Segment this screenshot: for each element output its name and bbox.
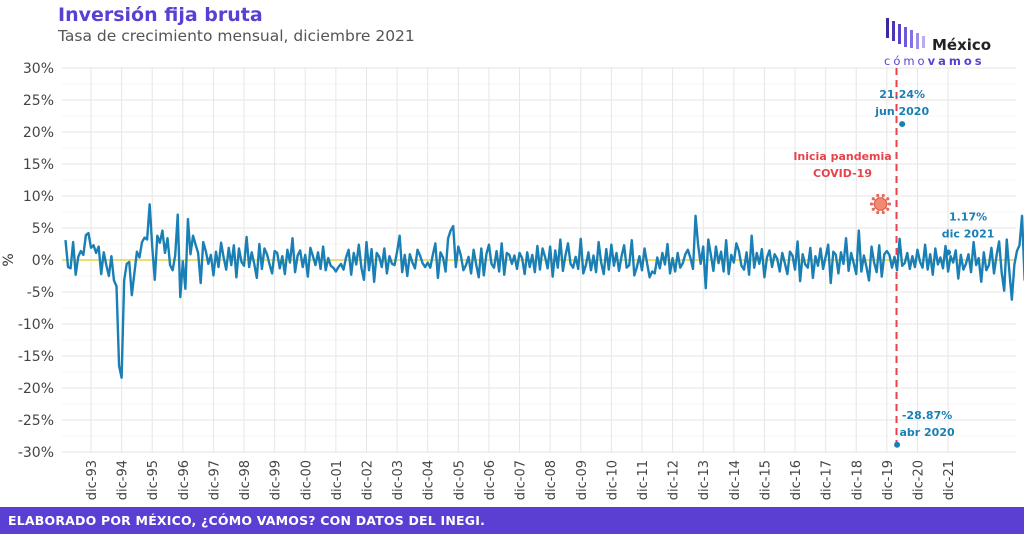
y-axis-ticks: 30% 25% 20% 15% 10% 5% 0% -5% -10% -15% -20% -25% -3…	[18, 61, 54, 461]
footer-credit: ELABORADO POR MÉXICO, ¿CÓMO VAMOS? CON D…	[8, 513, 486, 528]
x-tick-label: dic-18	[850, 460, 865, 500]
annotation-date: jun 2020	[874, 105, 929, 118]
x-tick-label: dic-93	[85, 460, 100, 500]
x-tick-label: dic-11	[636, 460, 651, 500]
footer-bar: ELABORADO POR MÉXICO, ¿CÓMO VAMOS? CON D…	[0, 507, 1024, 534]
x-tick-label: dic-10	[605, 460, 620, 500]
logo-sub-b: vamos	[927, 54, 985, 68]
x-tick-label: dic-99	[269, 460, 284, 500]
covid-label-line2: COVID-19	[813, 167, 872, 180]
logo-bars-icon	[886, 18, 925, 49]
x-tick-label: dic-21	[942, 460, 957, 500]
logo-subtitle: cómovamos	[884, 54, 985, 68]
annotated-points	[894, 121, 952, 448]
y-tick-label: 5%	[32, 221, 54, 237]
annotation-value: 1.17%	[949, 211, 987, 224]
x-tick-label: dic-08	[544, 460, 559, 500]
x-tick-label: dic-19	[881, 460, 896, 500]
y-tick-label: -20%	[18, 381, 54, 397]
x-tick-label: dic-98	[238, 460, 253, 500]
y-tick-label: 15%	[23, 157, 54, 173]
annotations: 21.24% jun 2020 -28.87% abr 2020 1.17% dic 20…	[793, 88, 994, 439]
annotation-date: abr 2020	[899, 426, 955, 439]
y-tick-label: 10%	[23, 189, 54, 205]
x-tick-label: dic-97	[207, 460, 222, 500]
virus-spike-tip	[876, 193, 880, 198]
virus-spike-tip	[881, 210, 885, 215]
virus-spike-tip	[869, 202, 874, 206]
y-tick-label: -5%	[27, 285, 54, 301]
mexico-como-vamos-logo: México cómovamos	[880, 14, 1010, 68]
x-axis-ticks: dic-93 dic-94 dic-95 dic-96 dic-97 dic-98 dic-…	[85, 460, 957, 500]
virus-spike-tip	[876, 210, 880, 215]
annotated-point	[899, 121, 906, 128]
x-tick-label: dic-94	[116, 460, 131, 500]
x-tick-label: dic-15	[758, 460, 773, 500]
x-tick-label: dic-07	[514, 460, 529, 500]
chart-title: Inversión fija bruta	[58, 4, 263, 26]
x-tick-label: dic-02	[360, 460, 375, 500]
y-tick-label: 20%	[23, 125, 54, 141]
virus-spike-tip	[871, 197, 875, 201]
virus-spike-tip	[871, 207, 875, 211]
x-tick-label: dic-95	[146, 460, 161, 500]
annotated-point	[945, 249, 952, 256]
virus-body	[873, 197, 888, 211]
x-tick-label: dic-03	[391, 460, 406, 500]
virus-spike-tip	[886, 207, 890, 211]
series-line	[64, 203, 1024, 379]
x-tick-label: dic-17	[820, 460, 835, 500]
logo-wordmark: México	[932, 36, 992, 54]
annotated-point	[894, 441, 901, 448]
x-tick-label: dic-00	[299, 460, 314, 500]
x-tick-label: dic-04	[422, 460, 437, 500]
y-tick-label: 0%	[32, 253, 54, 269]
annotation-value: 21.24%	[879, 88, 925, 101]
chart-subtitle: Tasa de crecimiento mensual, diciembre 2…	[58, 27, 415, 45]
x-tick-label: dic-09	[575, 460, 590, 500]
x-tick-label: dic-20	[911, 460, 926, 500]
y-tick-label: -30%	[18, 445, 54, 461]
y-tick-label: -25%	[18, 413, 54, 429]
x-tick-label: dic-01	[330, 460, 345, 500]
y-tick-label: 25%	[23, 93, 54, 109]
covid-label-line1: Inicia pandemia	[793, 150, 891, 163]
virus-spike-tip	[887, 202, 892, 206]
virus-spike-tip	[881, 193, 885, 198]
x-tick-label: dic-16	[789, 460, 804, 500]
x-tick-label: dic-06	[483, 460, 498, 500]
y-axis-label: %	[1, 253, 17, 266]
virus-icon	[869, 193, 892, 215]
x-tick-label: dic-14	[728, 460, 743, 500]
annotation-date: dic 2021	[942, 228, 995, 241]
annotation-value: -28.87%	[902, 409, 952, 422]
x-tick-label: dic-12	[667, 460, 682, 500]
y-tick-label: 30%	[23, 61, 54, 77]
y-tick-label: -10%	[18, 317, 54, 333]
x-tick-label: dic-05	[452, 460, 467, 500]
x-tick-label: dic-96	[177, 460, 192, 500]
logo-sub-a: cómo	[884, 54, 928, 68]
x-tick-label: dic-13	[697, 460, 712, 500]
virus-spike-tip	[886, 197, 890, 201]
line-chart: 30% 25% 20% 15% 10% 5% 0% -5% -10% -15% -20% -25% -3…	[1, 61, 1024, 500]
y-tick-label: -15%	[18, 349, 54, 365]
